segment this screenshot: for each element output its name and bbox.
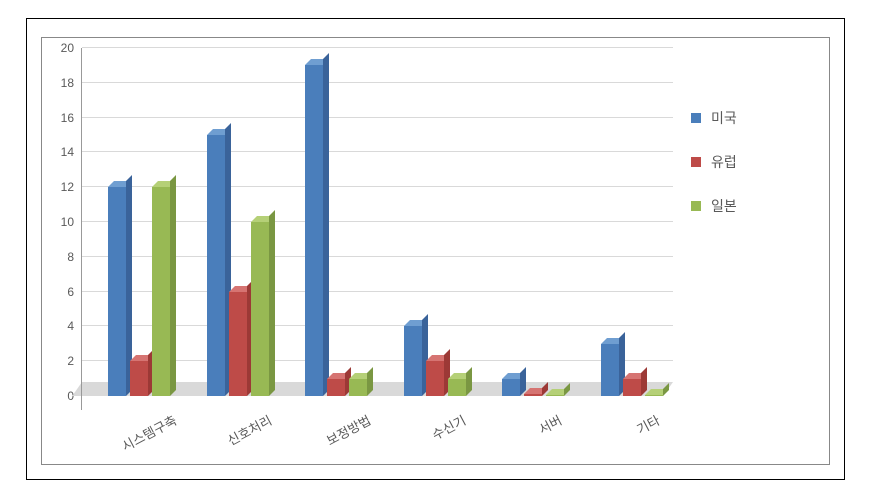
- legend: 미국 유럽 일본: [683, 38, 829, 464]
- y-tick-label: 8: [67, 250, 74, 264]
- bar: [229, 292, 247, 396]
- chart-inner-border: 0 2 4 6 8 10 12 14 16 18 20 시스템구축 신호처리 보정방법 수신기 서버 기타 미…: [41, 37, 830, 465]
- bar: [108, 187, 126, 396]
- bar: [327, 379, 345, 396]
- legend-swatch-usa: [691, 113, 701, 123]
- gridline: [82, 82, 673, 83]
- y-tick-label: 14: [61, 145, 74, 159]
- chart-outer-border: 0 2 4 6 8 10 12 14 16 18 20 시스템구축 신호처리 보정방법 수신기 서버 기타 미…: [26, 18, 845, 480]
- x-tick-label: 서버: [535, 410, 565, 438]
- y-tick-label: 0: [67, 389, 74, 403]
- x-tick-label: 수신기: [428, 410, 469, 444]
- legend-label-japan: 일본: [711, 196, 737, 216]
- y-tick-label: 10: [61, 215, 74, 229]
- y-tick-label: 12: [61, 180, 74, 194]
- legend-item-japan: 일본: [691, 196, 821, 216]
- y-tick-label: 20: [61, 41, 74, 55]
- y-tick-label: 16: [61, 111, 74, 125]
- bar: [546, 395, 564, 396]
- bar: [623, 379, 641, 396]
- bar: [207, 135, 225, 396]
- gridline: [82, 117, 673, 118]
- gridline: [82, 47, 673, 48]
- x-tick-label: 기타: [633, 410, 663, 438]
- y-tick-label: 18: [61, 76, 74, 90]
- y-tick-label: 2: [67, 354, 74, 368]
- bar: [305, 65, 323, 396]
- legend-item-europe: 유럽: [691, 152, 821, 172]
- legend-label-usa: 미국: [711, 108, 737, 128]
- x-tick-label: 보정방법: [322, 410, 373, 449]
- bar: [152, 187, 170, 396]
- chart-container: 0 2 4 6 8 10 12 14 16 18 20 시스템구축 신호처리 보정방법 수신기 서버 기타 미…: [0, 0, 871, 502]
- bar: [130, 361, 148, 396]
- x-tick-label: 시스템구축: [118, 410, 180, 455]
- x-tick-label: 신호처리: [224, 410, 275, 449]
- y-axis-line: [81, 48, 82, 410]
- bar: [426, 361, 444, 396]
- bar: [404, 326, 422, 396]
- y-tick-label: 6: [67, 285, 74, 299]
- bar: [645, 395, 663, 396]
- x-axis-labels: 시스템구축 신호처리 보정방법 수신기 서버 기타: [82, 402, 673, 464]
- legend-swatch-japan: [691, 201, 701, 211]
- bar: [601, 344, 619, 396]
- y-tick-label: 4: [67, 319, 74, 333]
- bar: [448, 379, 466, 396]
- legend-label-europe: 유럽: [711, 152, 737, 172]
- bar: [502, 379, 520, 396]
- legend-swatch-europe: [691, 157, 701, 167]
- bar: [524, 394, 542, 396]
- plot-area: [82, 48, 673, 396]
- bar: [349, 379, 367, 396]
- plot-zone: 0 2 4 6 8 10 12 14 16 18 20 시스템구축 신호처리 보정방법 수신기 서버 기타: [42, 38, 683, 464]
- y-axis: 02468101214161820: [42, 48, 80, 396]
- gridline: [82, 151, 673, 152]
- legend-item-usa: 미국: [691, 108, 821, 128]
- bar: [251, 222, 269, 396]
